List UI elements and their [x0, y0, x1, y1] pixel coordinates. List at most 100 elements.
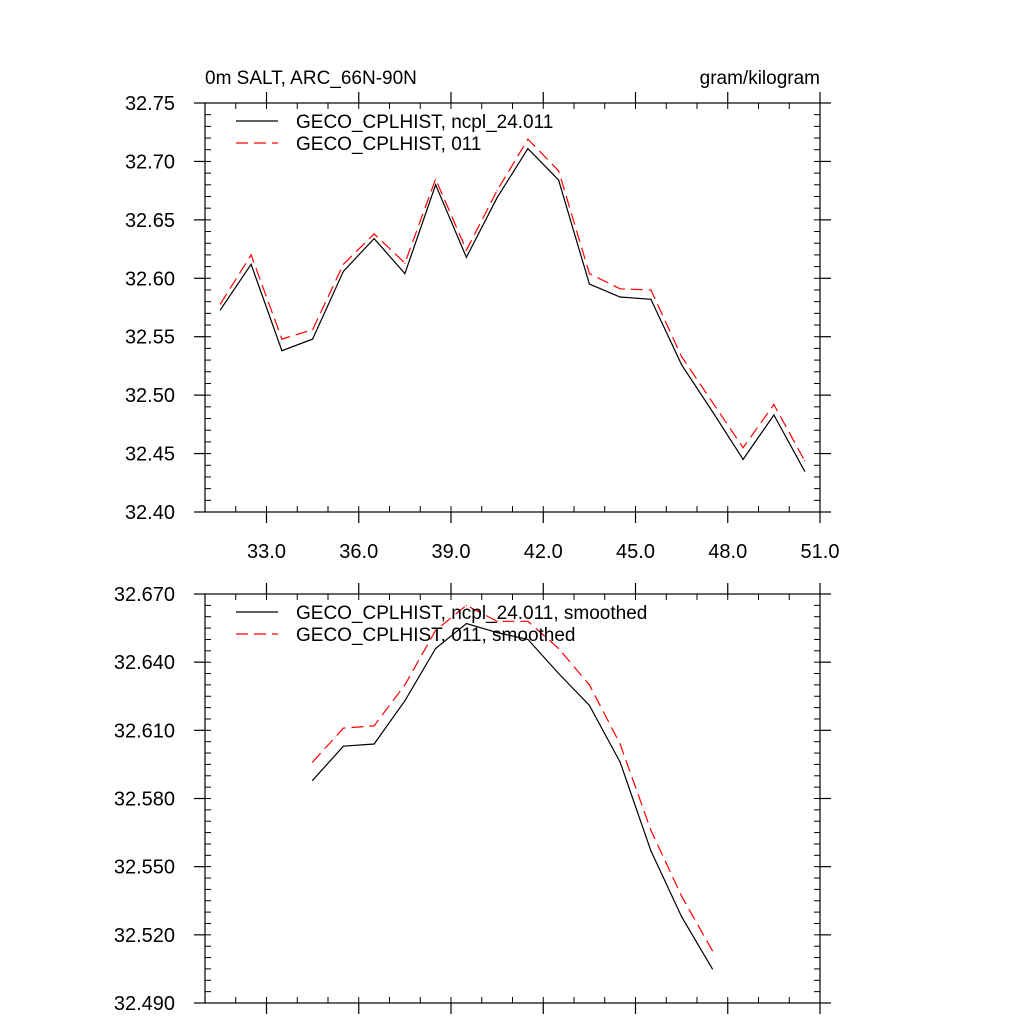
- top-x-tick-label: 39.0: [432, 541, 471, 563]
- bottom-series-ncpl-24-011-line: [312, 622, 713, 970]
- bottom-plot-frame: [204, 593, 821, 1004]
- bottom-series-1-point: [681, 895, 683, 897]
- top-series-1-point: [465, 249, 467, 251]
- top-series-1-point: [496, 190, 498, 192]
- bottom-series-1-point: [435, 629, 437, 631]
- top-x-tick-label: 48.0: [708, 541, 747, 563]
- bottom-series-1-point: [650, 829, 652, 831]
- top-y-tick-label: 32.70: [125, 151, 175, 173]
- bottom-series-1-point: [558, 647, 560, 650]
- bottom-series-0-point: [342, 745, 344, 747]
- bottom-y-tick-label: 32.670: [114, 584, 175, 606]
- bottom-series-0-point: [312, 779, 314, 781]
- top-x-tick-label: 42.0: [524, 541, 563, 563]
- bottom-series-0-point: [527, 638, 529, 641]
- top-series-0-point: [773, 414, 775, 416]
- top-series-0-point: [527, 147, 529, 150]
- top-series-1-point: [650, 289, 652, 291]
- bottom-series-1-point: [588, 684, 590, 686]
- top-series-1-point: [619, 288, 621, 290]
- panel-title-units: gram/kilogram: [700, 68, 820, 89]
- top-series-0-point: [558, 179, 560, 181]
- top-series-0-point: [588, 283, 590, 285]
- bottom-y-tick-label: 32.550: [114, 857, 175, 879]
- top-y-tick-label: 32.40: [125, 502, 175, 524]
- bottom-series-1-point: [465, 604, 467, 606]
- bottom-y-tick-label: 32.610: [114, 720, 175, 742]
- bottom-series-0-point: [373, 743, 375, 745]
- bottom-series-1-point: [711, 950, 713, 952]
- top-y-tick-label: 32.50: [125, 385, 175, 407]
- top-series-0-point: [250, 263, 252, 265]
- bottom-series-1-point: [404, 684, 406, 686]
- top-series-0-point: [312, 338, 314, 340]
- bottom-series-0-point: [558, 672, 560, 675]
- top-series-1-point: [742, 447, 744, 449]
- top-series-0-point: [404, 273, 406, 275]
- top-series-1-point: [527, 138, 529, 140]
- top-series-1-point: [250, 254, 252, 256]
- bottom-series-1-point: [373, 725, 375, 727]
- top-series-011-line: [219, 138, 806, 461]
- top-series-0-point: [496, 197, 498, 199]
- top-series-0-point: [281, 350, 283, 352]
- top-series-0-point: [435, 184, 437, 186]
- bottom-series-1-point: [342, 727, 344, 729]
- top-series-0-point: [342, 270, 344, 272]
- bottom-series-0-point: [435, 647, 437, 650]
- top-series-0-point: [465, 256, 467, 258]
- top-series-1-point: [711, 401, 713, 403]
- top-series-0-point: [742, 458, 744, 461]
- top-series-0-point: [619, 296, 621, 298]
- bottom-y-tick-label: 32.640: [114, 652, 175, 674]
- top-legend-label-0: GECO_CPLHIST, ncpl_24.011: [296, 112, 553, 133]
- top-series-1-point: [804, 459, 806, 462]
- top-series-0-point: [373, 237, 375, 240]
- top-series-1-point: [773, 403, 775, 406]
- top-series-1-point: [558, 170, 560, 172]
- top-series-ncpl-24-011-line: [219, 147, 806, 472]
- bottom-legend-label-0: GECO_CPLHIST, ncpl_24.011, smoothed: [296, 603, 647, 624]
- bottom-series-1-point: [496, 620, 498, 622]
- bottom-y-tick-label: 32.520: [114, 925, 175, 947]
- top-x-tick-label: 33.0: [247, 541, 286, 563]
- top-salinity-panel: 0m SALT, ARC_66N-90N gram/kilogram 33.0 3…: [125, 68, 840, 563]
- top-series-1-point: [588, 273, 590, 275]
- bottom-series-1-point: [619, 743, 621, 745]
- top-y-tick-label: 32.60: [125, 268, 175, 290]
- top-legend-label-1: GECO_CPLHIST, 011: [296, 134, 482, 155]
- bottom-series-1-point: [312, 761, 314, 763]
- top-series-0-point: [681, 364, 683, 366]
- top-series-0-point: [804, 470, 806, 472]
- top-series-1-point: [681, 355, 683, 358]
- top-y-tick-label: 32.45: [125, 444, 175, 466]
- bottom-series-0-point: [650, 850, 652, 852]
- bottom-series-0-point: [588, 704, 590, 706]
- top-series-1-point: [404, 262, 406, 264]
- bottom-legend-label-1: GECO_CPLHIST, 011, smoothed: [296, 625, 576, 646]
- panel-title-left: 0m SALT, ARC_66N-90N: [205, 68, 417, 89]
- bottom-series-0-point: [619, 761, 621, 763]
- top-series-1-point: [312, 329, 314, 331]
- bottom-y-tick-label: 32.580: [114, 789, 175, 811]
- top-series-1-point: [219, 303, 221, 305]
- top-y-tick-label: 32.65: [125, 210, 175, 232]
- bottom-series-0-point: [711, 968, 713, 970]
- top-series-1-point: [342, 263, 344, 265]
- bottom-series-0-point: [681, 916, 683, 918]
- top-x-tick-label: 36.0: [339, 541, 378, 563]
- bottom-series-0-point: [496, 632, 498, 634]
- bottom-y-tick-label: 32.490: [114, 993, 175, 1015]
- top-series-1-point: [281, 338, 283, 340]
- bottom-series-0-point: [404, 700, 406, 702]
- top-x-tick-label: 51.0: [801, 541, 840, 563]
- bottom-series-0-point: [465, 622, 467, 625]
- top-y-tick-label: 32.75: [125, 93, 175, 115]
- top-series-1-point: [435, 178, 437, 180]
- top-series-0-point: [711, 410, 713, 413]
- top-y-tick-label: 32.55: [125, 327, 175, 349]
- top-x-tick-label: 45.0: [616, 541, 655, 563]
- bottom-series-1-point: [527, 620, 529, 622]
- top-series-0-point: [219, 309, 221, 311]
